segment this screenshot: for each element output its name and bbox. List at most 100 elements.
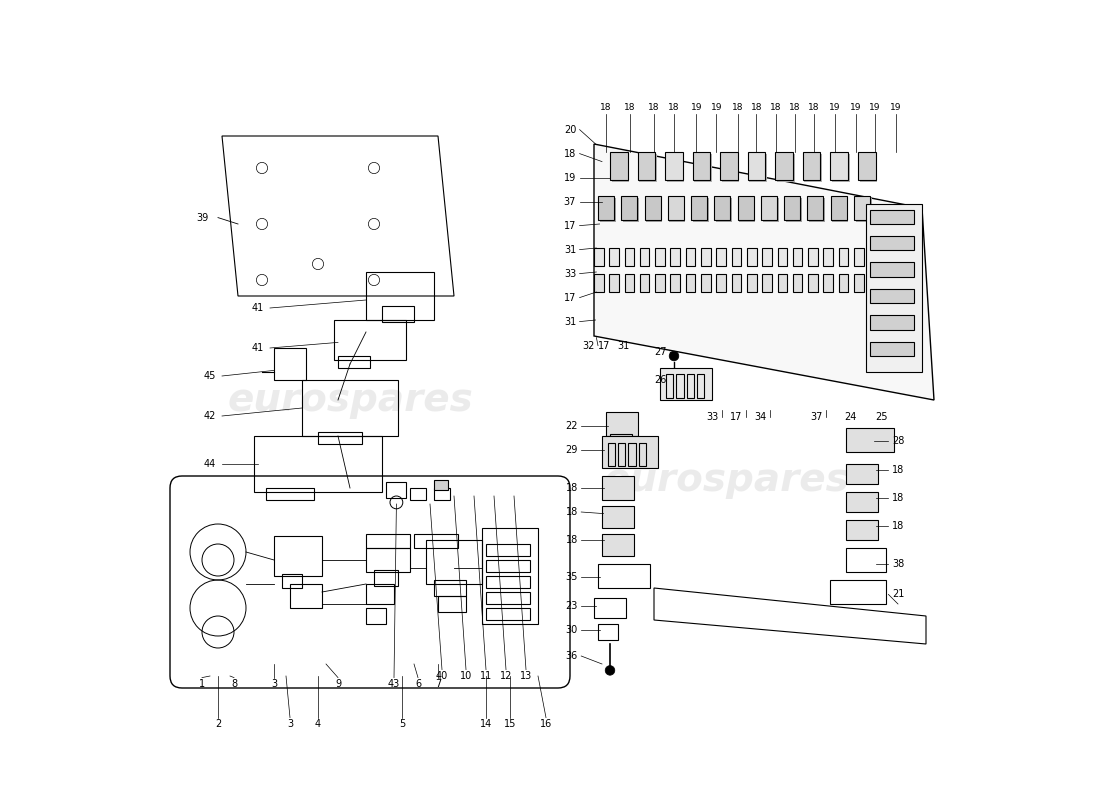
Bar [594, 248, 604, 266]
Bar [697, 374, 704, 398]
Bar [623, 198, 639, 222]
Bar [832, 154, 849, 182]
Text: 19: 19 [691, 103, 702, 113]
Bar [274, 348, 306, 380]
Bar [870, 262, 914, 277]
Bar [334, 320, 406, 360]
Bar [777, 154, 794, 182]
Bar [716, 274, 726, 292]
Text: 25: 25 [876, 412, 889, 422]
Text: 19: 19 [890, 103, 901, 113]
Text: 18: 18 [770, 103, 781, 113]
Text: 31: 31 [617, 341, 629, 350]
Bar [762, 274, 772, 292]
Bar [691, 196, 707, 220]
Text: 17: 17 [564, 221, 576, 230]
Bar [266, 488, 314, 500]
Bar [732, 274, 741, 292]
Bar [434, 480, 449, 490]
Bar [486, 592, 530, 604]
Bar [366, 584, 394, 604]
Bar [382, 306, 414, 322]
Bar [854, 196, 870, 220]
Bar [667, 154, 684, 182]
Bar [870, 315, 914, 330]
Text: 44: 44 [204, 459, 216, 469]
Bar [366, 534, 410, 548]
Text: 17: 17 [564, 293, 576, 302]
Bar [866, 204, 922, 372]
Bar [254, 436, 382, 492]
Bar [784, 196, 800, 220]
Text: 22: 22 [565, 421, 578, 430]
Text: 32: 32 [582, 341, 595, 350]
Text: 37: 37 [811, 412, 823, 422]
Bar [858, 152, 876, 180]
Bar [607, 443, 615, 466]
Bar [598, 196, 614, 220]
Text: 5: 5 [399, 719, 405, 729]
Bar [824, 274, 833, 292]
Text: 18: 18 [892, 522, 904, 531]
Text: 19: 19 [829, 103, 840, 113]
Bar [366, 548, 410, 572]
Text: 4: 4 [315, 719, 321, 729]
Bar [694, 154, 712, 182]
Bar [803, 152, 821, 180]
Bar [656, 248, 664, 266]
Text: 30: 30 [565, 626, 578, 635]
Bar [618, 443, 625, 466]
Text: 18: 18 [564, 149, 576, 158]
Text: 2: 2 [214, 719, 221, 729]
Text: 7: 7 [434, 679, 441, 689]
Bar [625, 274, 635, 292]
Bar [366, 272, 434, 320]
Bar [482, 528, 538, 624]
Circle shape [669, 351, 679, 361]
Text: 29: 29 [565, 446, 578, 455]
Bar [793, 274, 802, 292]
Text: 15: 15 [504, 719, 516, 729]
Bar [660, 368, 713, 400]
Bar [870, 342, 914, 356]
Bar [804, 154, 822, 182]
Bar [486, 560, 530, 572]
Bar [486, 544, 530, 556]
Bar [646, 198, 662, 222]
Bar [747, 274, 757, 292]
Text: 37: 37 [564, 197, 576, 206]
Bar [598, 624, 618, 640]
Bar [666, 374, 673, 398]
Text: 18: 18 [733, 103, 744, 113]
Text: 3: 3 [271, 679, 277, 689]
Bar [824, 248, 833, 266]
Text: 31: 31 [564, 245, 576, 254]
Bar [701, 248, 711, 266]
Bar [720, 152, 738, 180]
Bar [671, 248, 680, 266]
Bar [625, 248, 635, 266]
Bar [426, 540, 482, 584]
Bar [838, 274, 848, 292]
Bar [594, 598, 626, 618]
Bar [666, 152, 683, 180]
Text: 18: 18 [808, 103, 820, 113]
Text: 18: 18 [601, 103, 612, 113]
Bar [602, 506, 634, 528]
Bar [410, 488, 426, 500]
Text: 14: 14 [480, 719, 492, 729]
Bar [701, 274, 711, 292]
Bar [808, 274, 817, 292]
Bar [785, 198, 802, 222]
Bar [600, 198, 616, 222]
Text: 18: 18 [565, 507, 578, 517]
Text: 36: 36 [565, 651, 578, 661]
Bar [609, 248, 619, 266]
Text: 19: 19 [869, 103, 881, 113]
Bar [838, 248, 848, 266]
Bar [854, 248, 864, 266]
Bar [639, 154, 657, 182]
Text: 18: 18 [892, 466, 904, 475]
Bar [830, 196, 847, 220]
Text: 18: 18 [750, 103, 762, 113]
